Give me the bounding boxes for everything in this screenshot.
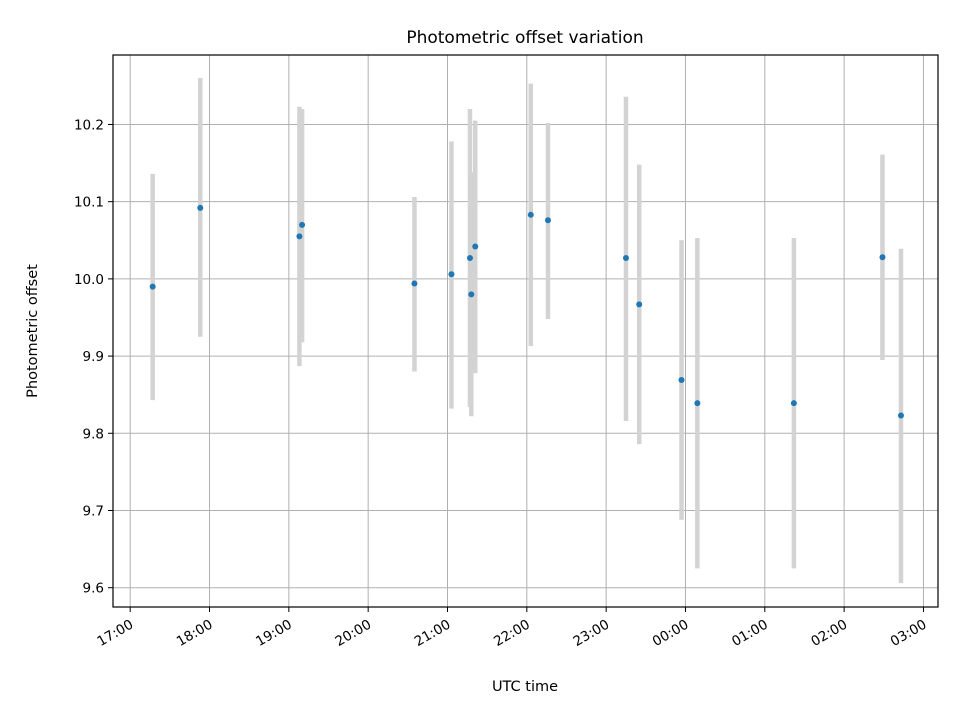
grid <box>113 55 938 607</box>
y-tick-label: 9.6 <box>83 581 104 597</box>
y-tick-label: 9.8 <box>83 426 104 442</box>
data-point <box>636 301 643 308</box>
y-axis-label: Photometric offset <box>25 264 41 398</box>
data-point <box>694 400 701 407</box>
plot-frame <box>112 54 939 608</box>
data-point <box>879 254 886 261</box>
data-point <box>468 291 475 298</box>
y-tick-label: 10.2 <box>74 117 104 133</box>
data-point <box>299 221 306 228</box>
data-point <box>466 255 473 262</box>
data-point <box>197 204 204 211</box>
y-tick-label: 9.7 <box>83 503 104 519</box>
data-point <box>897 412 904 419</box>
data-point <box>790 400 797 407</box>
markers <box>149 204 904 419</box>
data-point <box>678 377 685 384</box>
data-point <box>411 280 418 287</box>
data-point <box>448 271 455 278</box>
chart-title: Photometric offset variation <box>406 28 643 48</box>
data-point <box>296 233 303 240</box>
x-axis-label: UTC time <box>492 679 558 695</box>
data-point <box>544 217 551 224</box>
y-tick-label: 9.9 <box>83 349 104 365</box>
data-point <box>149 283 156 290</box>
y-tick-label: 10.0 <box>74 272 104 288</box>
data-point <box>527 211 534 218</box>
y-ticks: 9.6 9.7 9.8 9.9 10.0 10.1 10.2 <box>74 117 113 597</box>
y-tick-label: 10.1 <box>74 195 104 211</box>
data-point <box>622 255 629 262</box>
data-point <box>472 243 479 250</box>
